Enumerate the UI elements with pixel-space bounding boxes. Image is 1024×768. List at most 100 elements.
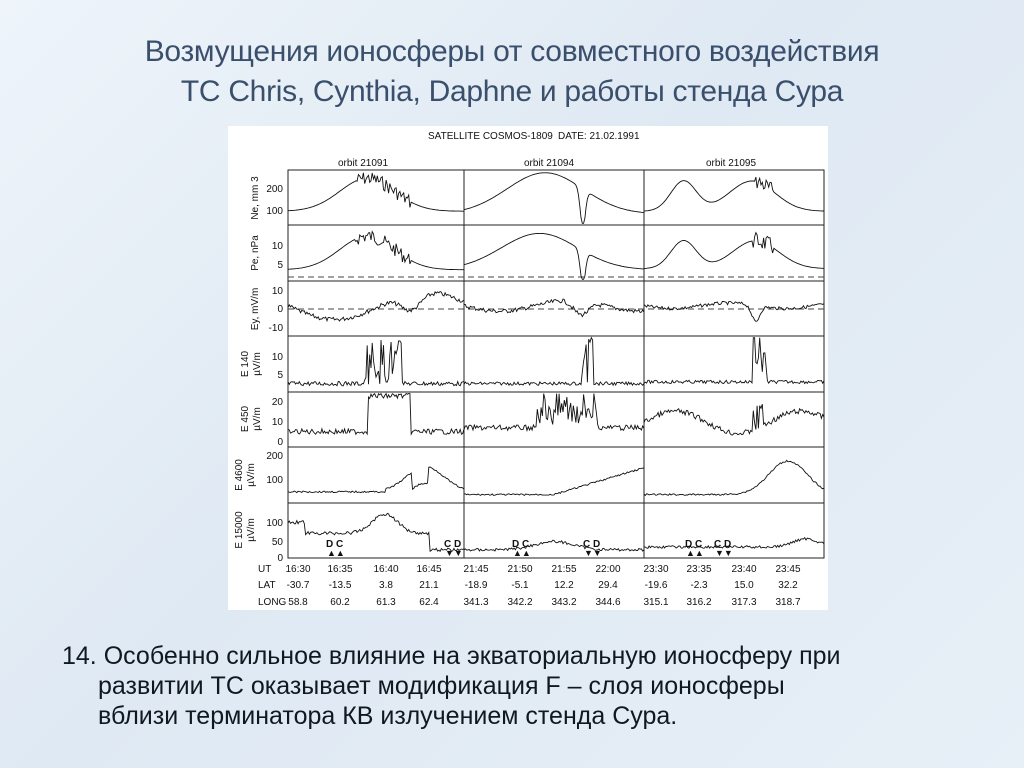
marker-arrows: ▲▲ (513, 548, 531, 558)
ut-value: 22:00 (595, 564, 620, 575)
satellite-figure: SATELLITE COSMOS-1809 DATE: 21.02.1991 o… (228, 126, 828, 610)
lat-value: -19.6 (645, 580, 668, 591)
trace-line (463, 393, 645, 432)
orbit-title-3: orbit 21095 (706, 158, 756, 169)
event-markers: D C ▲▲ C D ▼▼ D C ▲▲ C D ▼▼ D C ▲▲ C D ▼… (326, 539, 733, 558)
ylabel-ne: Ne, mm 3 (250, 176, 261, 220)
ytick: 100 (266, 206, 283, 217)
marker-arrows: ▼▼ (715, 548, 733, 558)
trace-line (463, 539, 645, 552)
long-value: 62.4 (419, 597, 439, 608)
long-value: 61.3 (376, 597, 396, 608)
marker-arrows: ▲▲ (686, 548, 704, 558)
ytick: 50 (272, 537, 284, 548)
trace-line (464, 298, 645, 318)
ytick: 0 (277, 437, 283, 448)
lat-value: 3.8 (379, 580, 393, 591)
long-value: 344.6 (595, 597, 620, 608)
marker-arrows: ▼▼ (584, 548, 602, 558)
trace-line (287, 230, 464, 271)
ylabel-e15000-unit: µV/m (246, 518, 257, 542)
ytick: -10 (269, 323, 284, 334)
bottom-axis-table: UT LAT LONG (258, 564, 287, 608)
ut-value: 21:50 (507, 564, 532, 575)
long-value: 317.3 (731, 597, 756, 608)
long-value: 58.8 (288, 597, 308, 608)
row-label-ut: UT (258, 564, 271, 575)
lat-value: 15.0 (734, 580, 754, 591)
ut-value: 21:45 (463, 564, 488, 575)
long-value: 60.2 (330, 597, 350, 608)
ytick: 10 (272, 241, 284, 252)
lat-value: 32.2 (778, 580, 798, 591)
long-value: 341.3 (463, 597, 488, 608)
marker-labels: C D (444, 539, 461, 550)
ytick: 10 (272, 352, 284, 363)
trace-line (287, 339, 465, 387)
ytick: 200 (266, 451, 283, 462)
slide-caption: 14. Особенно сильное влияние на экватори… (62, 641, 982, 731)
lat-value: -5.1 (511, 580, 529, 591)
ut-value: 23:45 (775, 564, 800, 575)
lat-value: -18.9 (465, 580, 488, 591)
long-value: 316.2 (686, 597, 711, 608)
lat-value: 21.1 (419, 580, 439, 591)
ut-value: 16:30 (285, 564, 310, 575)
trace-line (643, 459, 825, 497)
slide-title: Возмущения ионосферы от совместного возд… (40, 32, 984, 112)
ut-value: 23:35 (686, 564, 711, 575)
ut-value: 16:45 (416, 564, 441, 575)
y-ticks: 200 100 10 5 10 0 -10 10 5 20 10 0 200 1… (266, 184, 283, 564)
figure-header-satellite: SATELLITE COSMOS-1809 (428, 131, 553, 142)
plot-frame (287, 169, 825, 559)
ylabel-ey: Ey, mV/m (250, 288, 261, 331)
trace-line (288, 172, 464, 212)
ytick: 5 (277, 370, 283, 381)
ytick: 5 (277, 260, 283, 271)
row-label-lat: LAT (258, 580, 276, 591)
marker-labels: D C (326, 539, 343, 550)
marker-labels: C D (583, 539, 600, 550)
ylabel-e450: E 450 (240, 405, 251, 432)
row-label-long: LONG (258, 597, 287, 608)
ylabel-e450-unit: µV/m (252, 407, 263, 431)
marker-labels: C D (714, 539, 731, 550)
trace-line (643, 300, 825, 322)
marker-labels: D C (512, 539, 529, 550)
long-value: 318.7 (775, 597, 800, 608)
ylabel-e15000: E 15000 (234, 511, 245, 549)
panel-frames (287, 169, 825, 559)
ut-value: 16:40 (373, 564, 398, 575)
marker-labels: D C (685, 539, 702, 550)
trace-line (287, 466, 465, 494)
trace-line (643, 337, 825, 385)
figure-svg: SATELLITE COSMOS-1809 DATE: 21.02.1991 o… (234, 131, 825, 608)
lat-value: -2.3 (690, 580, 708, 591)
ytick: 10 (272, 417, 284, 428)
ylabel-pe: Pe, nPa (250, 235, 261, 271)
ut-value: 16:35 (327, 564, 352, 575)
lat-value: -30.7 (287, 580, 310, 591)
y-axis-labels: Ne, mm 3 Pe, nPa Ey, mV/m E 140 µV/m E 4… (234, 176, 263, 549)
ytick: 100 (266, 475, 283, 486)
caption-line-2: развитии ТС оказывает модификация F – сл… (98, 672, 785, 700)
trace-line (643, 231, 825, 269)
trace-line (463, 232, 644, 280)
ylabel-e140-unit: µV/m (252, 352, 263, 376)
long-value: 315.1 (643, 597, 668, 608)
trace-line (643, 536, 825, 549)
orbit-title-2: orbit 21094 (524, 158, 574, 169)
ytick: 200 (266, 184, 283, 195)
lat-value: -13.5 (329, 580, 352, 591)
data-traces (287, 172, 825, 553)
ytick: 20 (272, 397, 284, 408)
marker-arrows: ▲▲ (327, 548, 345, 558)
ut-value: 23:40 (731, 564, 756, 575)
trace-line (463, 467, 645, 496)
ytick: 0 (277, 304, 283, 315)
ut-value: 23:30 (643, 564, 668, 575)
trace-line (643, 176, 824, 212)
ut-value: 21:55 (551, 564, 576, 575)
trace-line (287, 512, 465, 553)
trace-line (463, 336, 645, 387)
